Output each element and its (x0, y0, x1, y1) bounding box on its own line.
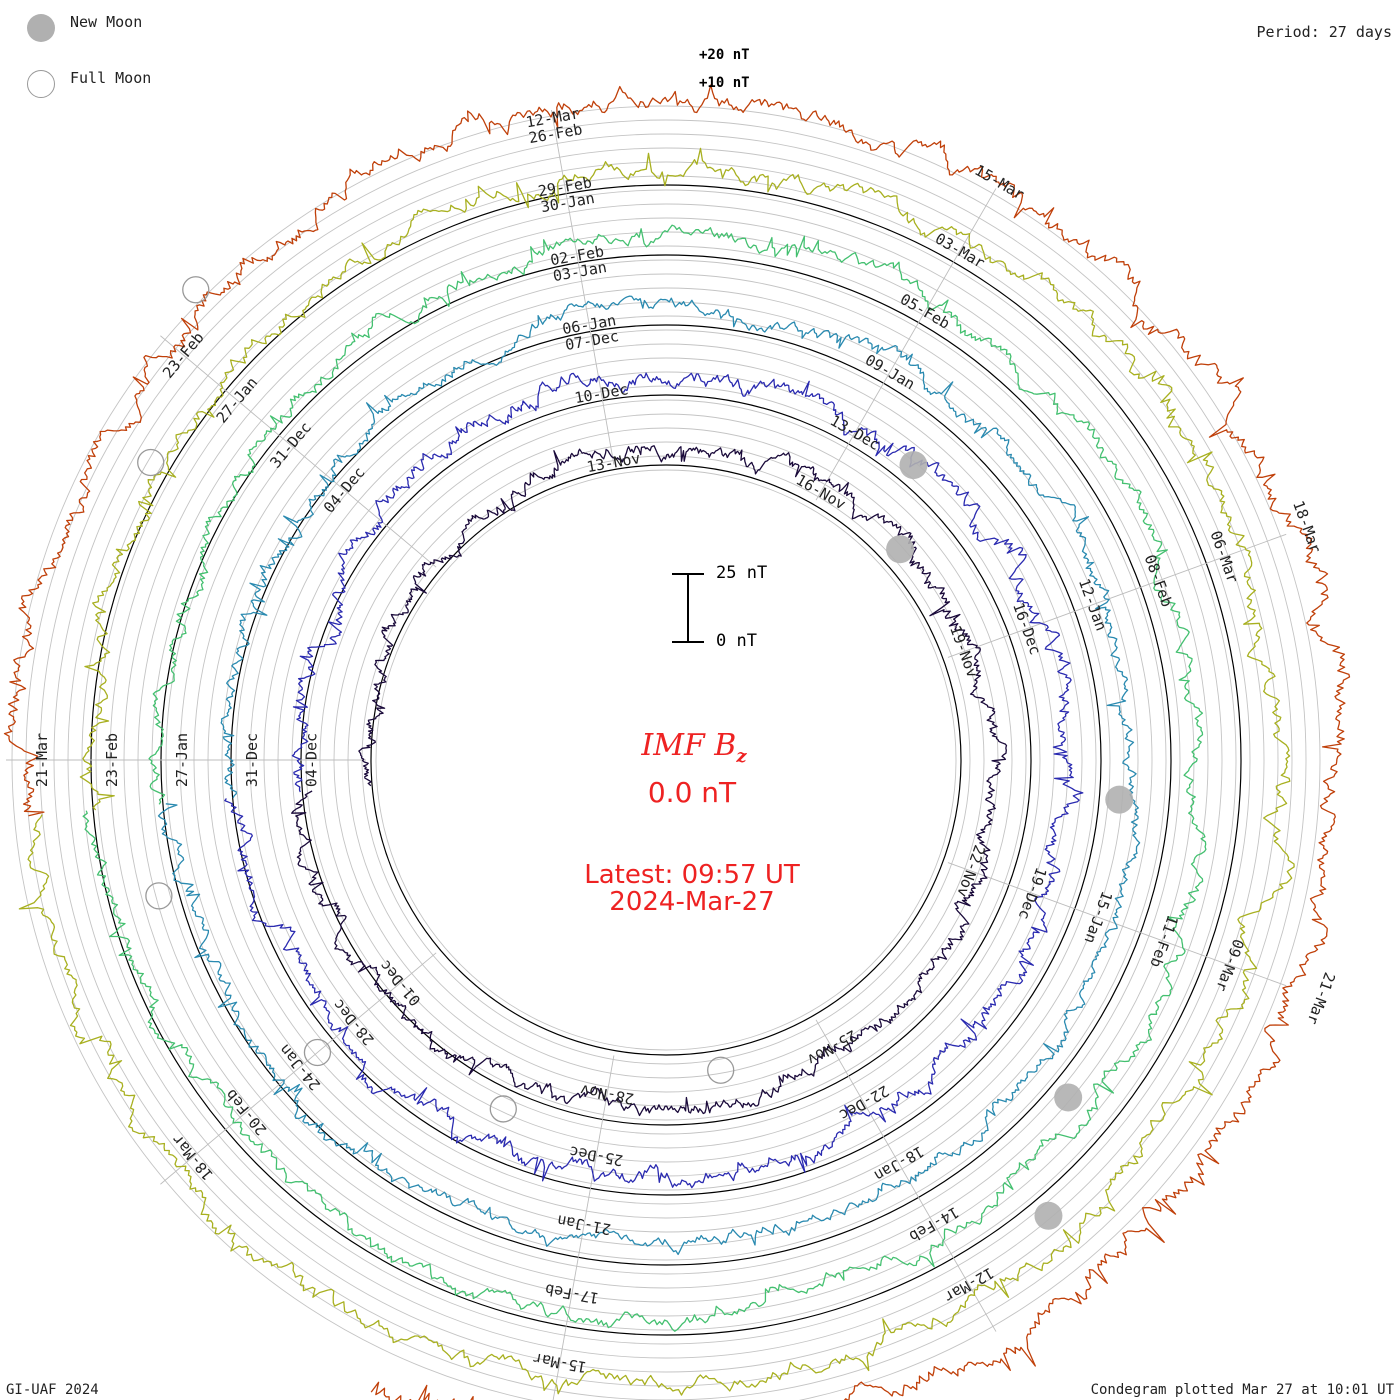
parameter-title: IMF Bz (0, 728, 1394, 767)
scale-bar-top-label: 25 nT (716, 563, 768, 583)
date-label: 27-Jan (173, 733, 191, 787)
day-spoke (815, 1019, 997, 1332)
footer-credit: GI-UAF 2024 (6, 1382, 99, 1398)
date-label: 08-Feb (1141, 552, 1176, 609)
scale-top-label: +20 nT (699, 47, 750, 63)
date-label: 31-Dec (266, 418, 315, 471)
parameter-value: 0.0 nT (647, 776, 737, 809)
full-moon-marker (707, 1056, 735, 1084)
full-moon-marker (137, 448, 165, 477)
date-label: 27-Jan (213, 374, 262, 427)
full-moon-marker (303, 1038, 332, 1067)
date-label: 31-Dec (243, 733, 261, 787)
date-label: 20-Feb (222, 1086, 271, 1139)
date-label: 21-Jan (556, 1211, 612, 1238)
new-moon-marker (1105, 785, 1134, 814)
date-label: 06-Mar (1206, 528, 1241, 585)
date-label: 21-Mar (33, 733, 51, 787)
date-label: 16-Dec (1009, 600, 1044, 657)
bz-trace-ring-3 (157, 295, 1141, 1256)
latest-time: Latest: 09:57 UT (584, 860, 800, 890)
new-moon-marker (886, 535, 915, 564)
date-label: 25-Dec (568, 1142, 624, 1169)
period-label: Period: 27 days (1256, 23, 1392, 41)
moon-phase-markers (137, 276, 1134, 1230)
full-moon-legend-icon (27, 70, 55, 98)
day-spoke (160, 952, 437, 1185)
day-spoke (815, 188, 997, 501)
day-spoke (160, 335, 437, 568)
date-label: 17-Feb (544, 1280, 600, 1307)
bz-trace-ring-1 (291, 445, 1008, 1117)
day-spoke (550, 109, 615, 465)
date-label: 23-Feb (103, 733, 121, 787)
full-moon-marker (182, 276, 210, 304)
date-label: 28-Nov (579, 1081, 635, 1108)
date-label: 04-Dec (320, 463, 369, 516)
full-moon-marker (489, 1095, 517, 1123)
scale-bar (672, 573, 704, 643)
footer-plot-time: Condegram plotted Mar 27 at 10:01 UT (1090, 1382, 1394, 1398)
day-spokes (6, 109, 1287, 1400)
date-label: 18-Jan (871, 1142, 927, 1185)
zero-reference-circle (370, 464, 962, 1056)
date-label: 12-Jan (1075, 576, 1110, 633)
full-moon-legend-label: Full Moon (70, 69, 152, 87)
grid-ring (375, 469, 957, 1051)
bz-trace-ring-5 (18, 147, 1295, 1396)
full-moon-marker (145, 882, 173, 910)
date-label: 28-Dec (329, 996, 378, 1049)
date-label: 12-Mar (941, 1263, 997, 1306)
day-spoke (947, 533, 1287, 658)
day-spoke (552, 1055, 615, 1400)
date-label: 19-Nov (946, 623, 981, 680)
date-label: 15-Mar (531, 1349, 587, 1376)
new-moon-legend-label: New Moon (70, 13, 143, 31)
day-spoke (947, 862, 1287, 987)
bz-trace-ring-4 (82, 224, 1207, 1332)
bz-trace-ring-2 (224, 372, 1084, 1189)
new-moon-marker (1054, 1083, 1083, 1112)
new-moon-legend-icon (27, 14, 55, 42)
date-label: 21-Mar (1303, 970, 1338, 1027)
new-moon-marker (1034, 1201, 1063, 1230)
date-label: 24-Jan (276, 1041, 325, 1094)
date-label: 25-Nov (804, 1026, 860, 1069)
date-label: 04-Dec (303, 733, 321, 787)
latest-date: 2024-Mar-27 (609, 887, 775, 917)
parameter-subscript: z (736, 746, 747, 767)
parameter-name: IMF B (641, 728, 737, 763)
scale-bar-bottom-label: 0 nT (716, 631, 757, 651)
date-label: 14-Feb (906, 1203, 962, 1246)
scale-mid-label: +10 nT (699, 75, 750, 91)
new-moon-marker (899, 451, 928, 480)
